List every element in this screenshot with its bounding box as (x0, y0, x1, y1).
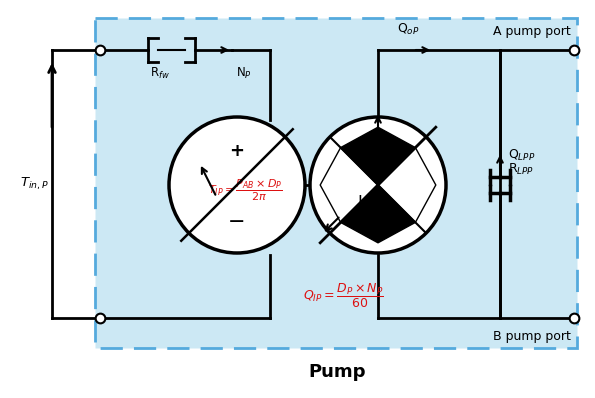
Polygon shape (340, 185, 415, 243)
Text: N$_{P}$: N$_{P}$ (236, 66, 252, 81)
Polygon shape (340, 127, 415, 185)
Text: −: − (228, 213, 246, 232)
Text: B pump port: B pump port (493, 330, 571, 343)
Circle shape (169, 117, 305, 253)
Text: Pump: Pump (308, 363, 366, 381)
Text: R$_{LPP}$: R$_{LPP}$ (508, 162, 534, 177)
Text: I: I (358, 194, 362, 212)
Text: T$_{in, P}$: T$_{in, P}$ (20, 176, 49, 192)
FancyBboxPatch shape (95, 18, 577, 348)
Text: $Q_{IP}=\dfrac{D_P\times N_P}{60}$: $Q_{IP}=\dfrac{D_P\times N_P}{60}$ (302, 282, 384, 310)
Polygon shape (378, 148, 436, 222)
Text: R$_{fw}$: R$_{fw}$ (149, 66, 170, 81)
Circle shape (310, 117, 446, 253)
Polygon shape (320, 148, 378, 222)
Text: Q$_{IP}$: Q$_{IP}$ (353, 117, 373, 133)
Text: A pump port: A pump port (493, 25, 571, 38)
Text: Q$_{LPP}$: Q$_{LPP}$ (508, 147, 536, 162)
Text: $T_{IP}=\dfrac{P_{AB}\times D_P}{2\pi}$: $T_{IP}=\dfrac{P_{AB}\times D_P}{2\pi}$ (208, 178, 282, 203)
Text: +: + (230, 142, 245, 160)
Text: Q$_{oP}$: Q$_{oP}$ (397, 22, 419, 37)
